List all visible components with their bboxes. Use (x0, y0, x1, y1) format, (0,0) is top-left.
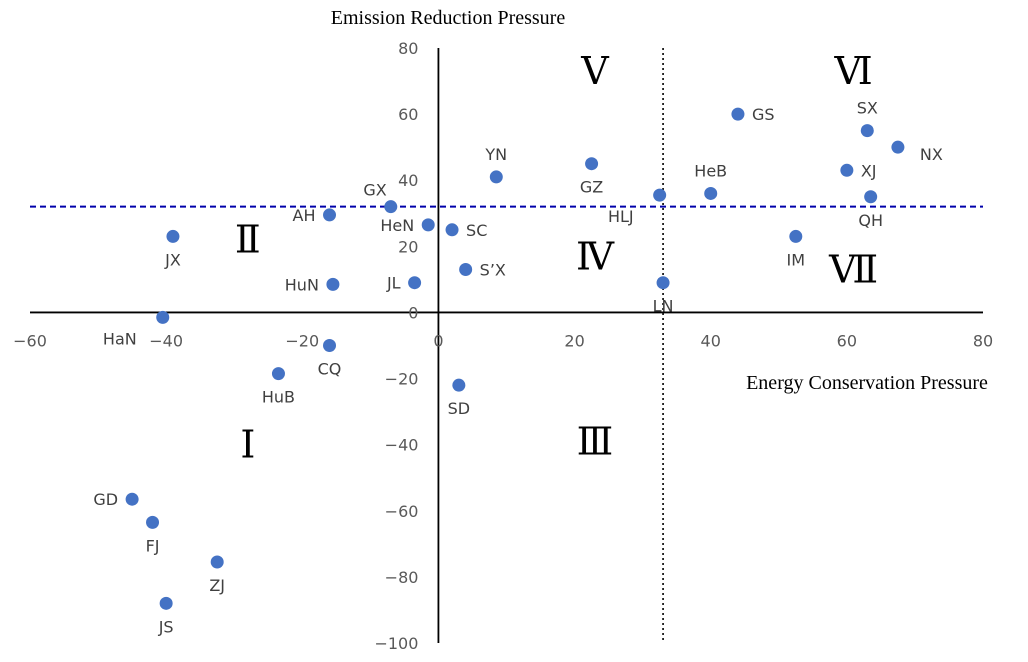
data-point (704, 186, 718, 200)
data-point (146, 515, 160, 529)
tick-labels: −60 −40 −20 0 20 40 60 80 80 60 40 20 0 −20 −40 −60 −80 −… (13, 39, 993, 653)
point-label: AH (293, 206, 316, 225)
data-point (156, 310, 170, 324)
data-point (326, 277, 340, 291)
point-labels: GS SX NX XJ QH HeB HLJ IM LN GZ YN SC S’X HeN GX JL AH Hu… (93, 99, 942, 637)
region-label: Ⅲ (577, 419, 614, 463)
data-point (421, 218, 435, 232)
point-label: ZJ (209, 576, 225, 595)
point-label: JX (164, 250, 181, 269)
point-label: HLJ (608, 207, 634, 226)
point-label: GZ (580, 178, 603, 197)
axes (30, 48, 983, 643)
x-tick-label: 20 (564, 331, 584, 350)
data-point (731, 107, 745, 121)
point-label: HuN (285, 275, 319, 294)
point-label: YN (484, 145, 507, 164)
region-label: Ⅶ (828, 247, 878, 291)
y-tick-label: −100 (374, 634, 418, 653)
point-label: HaN (103, 329, 137, 348)
point-label: S’X (480, 260, 506, 279)
point-label: HeN (380, 216, 414, 235)
point-label: CQ (318, 360, 342, 379)
data-point (323, 208, 337, 222)
x-tick-label: 60 (837, 331, 857, 350)
point-label: QH (858, 211, 883, 230)
data-points (125, 107, 905, 610)
y-tick-label: 80 (398, 39, 418, 58)
y-tick-label: −60 (385, 502, 419, 521)
x-tick-label: −60 (13, 331, 47, 350)
data-point (159, 596, 173, 610)
data-point (210, 555, 224, 569)
point-label: JL (386, 274, 401, 293)
y-tick-label: −20 (385, 370, 419, 389)
data-point (656, 276, 670, 290)
y-tick-label: −80 (385, 568, 419, 587)
point-label: NX (920, 145, 943, 164)
y-tick-label: −40 (385, 436, 419, 455)
region-label: Ⅴ (580, 49, 609, 93)
y-axis-title: Emission Reduction Pressure (331, 7, 566, 29)
data-point (166, 229, 180, 243)
point-label: HeB (694, 161, 727, 180)
data-point (891, 140, 905, 154)
data-point (445, 223, 459, 237)
data-point (585, 157, 599, 171)
x-tick-label: −20 (285, 331, 319, 350)
point-label: SD (448, 399, 470, 418)
data-point (653, 188, 667, 202)
point-label: FJ (146, 536, 160, 555)
point-label: HuB (262, 388, 295, 407)
x-tick-label: 0 (433, 331, 443, 350)
y-tick-label: 0 (408, 303, 418, 322)
data-point (323, 339, 337, 352)
data-point (789, 229, 803, 243)
data-point (489, 170, 503, 184)
x-tick-label: −40 (149, 331, 183, 350)
y-tick-label: 20 (398, 237, 418, 256)
point-label: LN (653, 297, 674, 316)
region-label: Ⅵ (834, 49, 873, 93)
point-label: SX (857, 99, 878, 118)
point-label: GD (93, 490, 118, 509)
data-point (860, 124, 874, 138)
data-point (384, 200, 398, 214)
reference-lines (30, 48, 983, 643)
x-axis-title: Energy Conservation Pressure (746, 372, 988, 394)
point-label: IM (787, 250, 806, 269)
point-label: JS (158, 617, 174, 636)
data-point (271, 367, 285, 381)
data-point (459, 262, 473, 276)
x-tick-label: 40 (701, 331, 721, 350)
region-label: Ⅳ (576, 234, 615, 278)
y-tick-label: 40 (398, 171, 418, 190)
data-point (840, 163, 854, 177)
point-label: GS (752, 105, 775, 124)
x-tick-label: 80 (973, 331, 993, 350)
data-point (408, 276, 422, 290)
point-label: SC (466, 221, 487, 240)
region-label: Ⅱ (235, 218, 261, 262)
region-label: Ⅰ (240, 423, 255, 467)
point-label: XJ (861, 161, 877, 180)
point-label: GX (363, 181, 386, 200)
data-point (452, 378, 466, 392)
y-tick-label: 60 (398, 105, 418, 124)
data-point (125, 492, 139, 506)
region-labels: Ⅰ Ⅱ Ⅲ Ⅳ Ⅴ Ⅵ Ⅶ (235, 49, 878, 467)
data-point (864, 190, 878, 204)
